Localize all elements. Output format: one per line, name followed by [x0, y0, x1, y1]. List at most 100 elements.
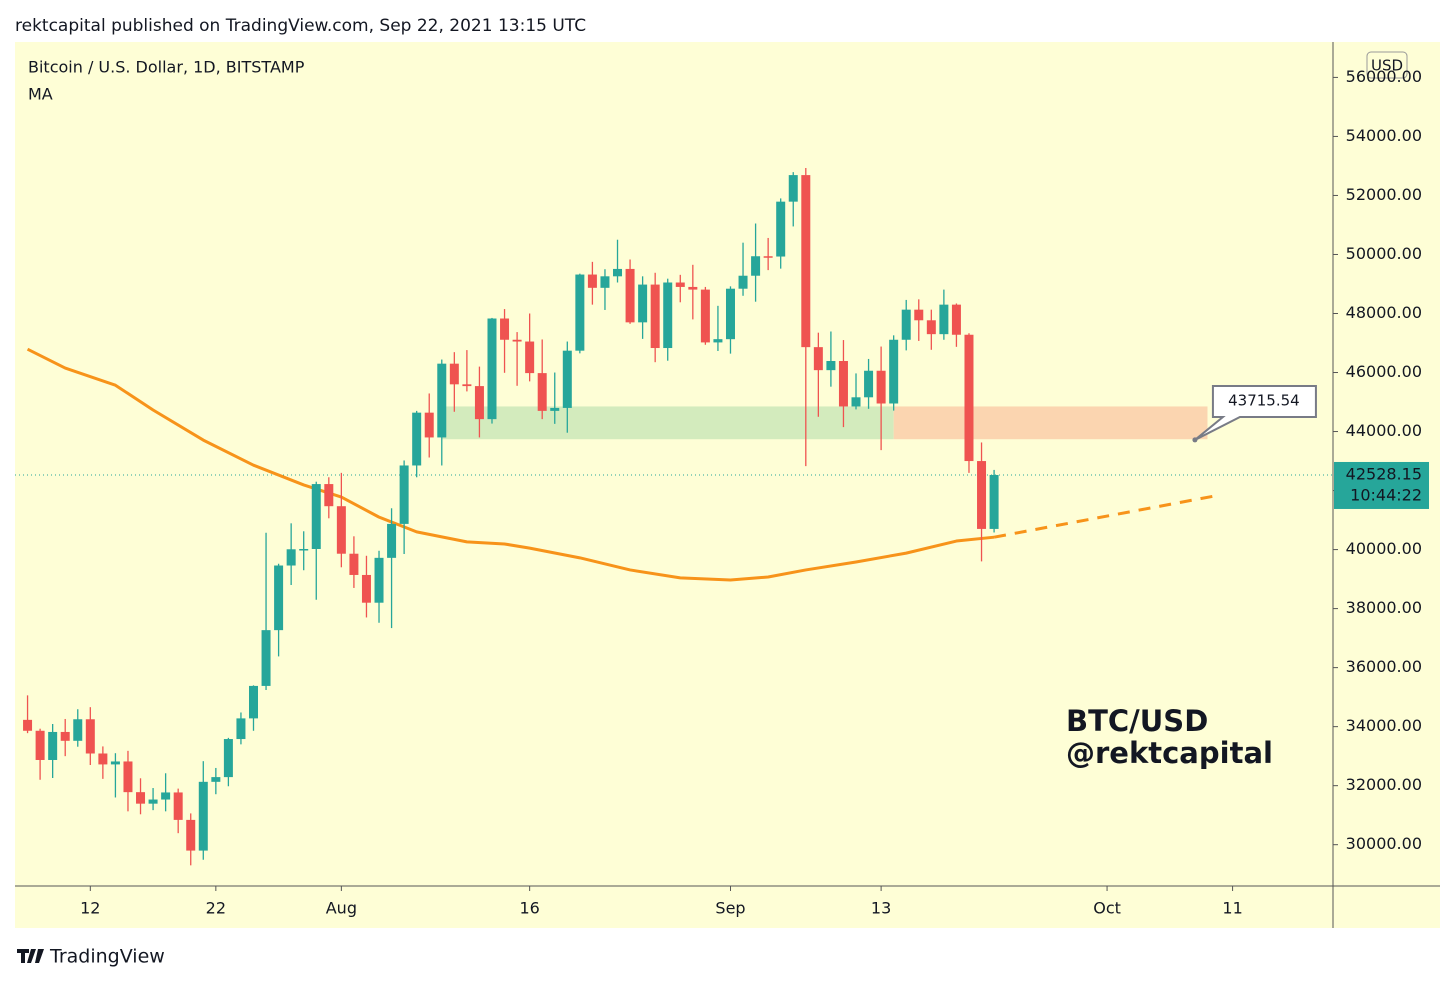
y-tick-label: 46000.00 — [1346, 362, 1422, 381]
x-tick-label: 22 — [206, 899, 226, 918]
candle-body — [625, 268, 635, 323]
candle-body — [23, 719, 33, 731]
candle-body — [110, 761, 120, 765]
x-tick-label: 12 — [80, 899, 100, 918]
candle-body — [550, 407, 560, 411]
candle-body — [387, 523, 397, 558]
candle-body — [525, 341, 535, 374]
y-tick-label: 50000.00 — [1346, 244, 1422, 263]
candle-body — [838, 361, 848, 407]
y-tick-label: 56000.00 — [1346, 67, 1422, 86]
candle-body — [399, 465, 409, 524]
candle-body — [751, 256, 761, 276]
callout-frame — [1194, 385, 1317, 441]
y-tick-label: 44000.00 — [1346, 421, 1422, 440]
candle-body — [274, 565, 284, 631]
y-tick-label: 32000.00 — [1346, 775, 1422, 794]
countdown: 10:44:22 — [1350, 485, 1422, 504]
candle-body — [675, 282, 685, 287]
x-tick-label: 16 — [519, 899, 539, 918]
candle-body — [813, 347, 823, 371]
candle-body — [989, 474, 999, 529]
candle-body — [412, 412, 422, 466]
candle-body — [801, 175, 811, 348]
candle-body — [349, 553, 359, 575]
y-tick-label: 54000.00 — [1346, 126, 1422, 145]
chart-background — [15, 42, 1440, 928]
candle-body — [889, 339, 899, 404]
candle-body — [663, 282, 673, 349]
candle-body — [562, 350, 572, 408]
x-tick-label: 11 — [1222, 899, 1242, 918]
footer: TradingView — [49, 946, 165, 968]
last-price-box — [1334, 461, 1429, 509]
candle-body — [964, 334, 974, 462]
unit-box — [1366, 51, 1408, 79]
y-tick-label: 34000.00 — [1346, 716, 1422, 735]
candle-body — [462, 384, 472, 387]
candle-body — [763, 256, 773, 258]
logo: TradingView — [17, 946, 165, 968]
candle-body — [851, 397, 861, 407]
x-tick-label: Oct — [1093, 899, 1121, 918]
candle-body — [776, 201, 786, 257]
candle-body — [914, 309, 924, 321]
candle-body — [926, 320, 936, 335]
x-tick-label: Sep — [715, 899, 745, 918]
candle-body — [136, 792, 146, 804]
candle-body — [600, 276, 610, 288]
candle-body — [299, 548, 309, 551]
candle-body — [474, 386, 484, 420]
candle-body — [236, 718, 246, 740]
candle-body — [650, 284, 660, 349]
annotation: BTC/USD — [1066, 704, 1208, 738]
candle-body — [48, 731, 58, 760]
candle-body — [613, 268, 623, 277]
candle-body — [977, 461, 987, 529]
candle-body — [500, 318, 510, 340]
candle-body — [638, 284, 648, 323]
candle-body — [449, 363, 459, 385]
zone — [893, 406, 1208, 440]
candle-body — [173, 792, 183, 820]
candle-body — [713, 339, 723, 343]
candle-body — [374, 557, 384, 603]
candle-body — [336, 506, 346, 554]
x-tick-label: Aug — [326, 899, 357, 918]
candle-body — [864, 370, 874, 398]
candle-body — [73, 719, 83, 741]
candle-body — [60, 731, 70, 741]
candle-body — [575, 274, 585, 351]
candle-body — [424, 412, 434, 438]
header: rektcapital published on TradingView.com… — [15, 16, 586, 36]
logo-icon — [17, 949, 44, 963]
candle-body — [951, 304, 961, 335]
y-tick-label: 38000.00 — [1346, 598, 1422, 617]
candle-body — [901, 309, 911, 340]
candle-body — [487, 318, 497, 420]
candle-body — [738, 275, 748, 289]
candle-body — [876, 370, 886, 404]
candle-body — [35, 730, 45, 760]
candle-body — [211, 777, 221, 782]
candle-body — [700, 289, 710, 343]
candle-body — [186, 819, 196, 851]
candle-body — [85, 719, 95, 754]
candle-body — [688, 286, 698, 290]
candle-body — [324, 484, 334, 507]
candle-body — [148, 799, 158, 804]
candle-body — [261, 630, 271, 686]
candle-body — [939, 304, 949, 335]
zone — [441, 406, 894, 440]
candle-body — [311, 484, 321, 549]
candle-body — [537, 373, 547, 411]
candle-body — [98, 753, 108, 765]
y-tick-label: 36000.00 — [1346, 657, 1422, 676]
price-unit: USD — [1371, 57, 1403, 75]
candle-body — [198, 781, 208, 851]
moving-average — [26, 347, 995, 582]
candle-body — [161, 792, 171, 800]
y-tick-label: 52000.00 — [1346, 185, 1422, 204]
